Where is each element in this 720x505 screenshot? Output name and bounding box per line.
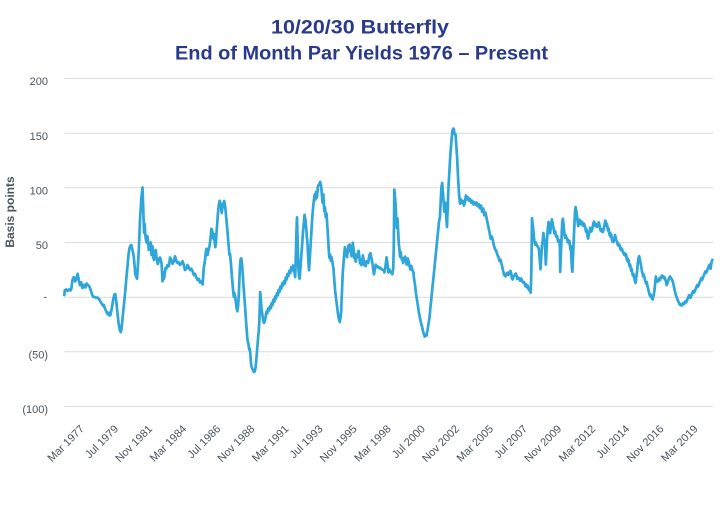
svg-text:200: 200 (30, 76, 48, 88)
svg-text:150: 150 (30, 131, 48, 143)
svg-text:10/20/30 Butterfly: 10/20/30 Butterfly (271, 18, 449, 39)
svg-text:Basis points: Basis points (3, 176, 17, 248)
svg-text:100: 100 (30, 185, 48, 197)
svg-text:End of Month Par Yields 1976 –: End of Month Par Yields 1976 – Present (175, 44, 549, 65)
svg-text:50: 50 (36, 240, 48, 252)
svg-text:(50): (50) (28, 349, 48, 361)
svg-text:-: - (43, 292, 47, 304)
svg-text:(100): (100) (22, 404, 48, 416)
